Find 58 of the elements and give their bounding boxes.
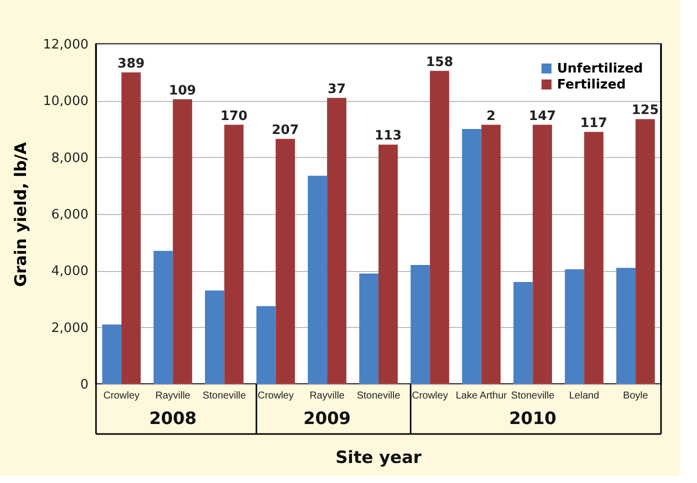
bar: [102, 324, 122, 384]
bar: [224, 124, 244, 384]
y-axis-title: Grain yield, lb/A: [11, 141, 30, 287]
x-axis-title: Site year: [335, 448, 422, 468]
bar: [636, 119, 655, 384]
bar: [481, 124, 501, 384]
text: 2010: [509, 409, 557, 429]
bar: [121, 72, 141, 384]
annotation: 147: [528, 108, 556, 124]
bar: [584, 132, 604, 384]
y-tick-label: 2,000: [51, 320, 88, 336]
bar: [616, 268, 636, 384]
x-tick-label: Rayville: [155, 390, 191, 402]
bar: [378, 144, 398, 384]
bar: [513, 282, 533, 384]
bar: [204, 290, 224, 384]
y-tick-label: 12,000: [43, 38, 88, 52]
bar: [154, 250, 173, 384]
text: 2008: [149, 409, 197, 429]
annotation: 125: [632, 103, 659, 118]
annotation: 207: [272, 122, 299, 138]
y-tick-label: 4,000: [51, 264, 88, 280]
annotation: 37: [328, 82, 346, 97]
x-tick-label: Boyle: [623, 390, 648, 402]
x-tick-label: Crowley: [258, 390, 294, 402]
x-tick-label: Stoneville: [356, 390, 401, 402]
y-tick-label: 8,000: [51, 150, 88, 166]
x-tick-label: Crowley: [103, 390, 140, 402]
annotation: 117: [580, 116, 608, 131]
x-tick-label: Stoneville: [202, 390, 246, 402]
annotation: 170: [220, 108, 248, 124]
annotation: 113: [374, 128, 402, 144]
text: 2009: [303, 409, 351, 429]
bar: [276, 138, 295, 384]
x-tick-label: Rayville: [310, 390, 346, 402]
bar: [308, 176, 328, 384]
legend-label: Fertilized: [557, 78, 626, 92]
x-tick-label: Crowley: [412, 390, 448, 402]
bar: [462, 129, 482, 384]
annotation: 158: [426, 54, 454, 70]
bar: [256, 306, 276, 384]
bar: [532, 124, 552, 384]
x-tick-label: Lake Arthur: [456, 390, 508, 402]
bar: [430, 70, 450, 384]
bar: [172, 99, 192, 384]
bar: [327, 98, 346, 384]
annotation: 2: [486, 108, 496, 124]
bar: [564, 269, 584, 384]
annotation: 109: [168, 83, 196, 98]
annotation: 389: [118, 56, 145, 72]
legend-label: Unfertilized: [557, 62, 643, 76]
bar: [359, 274, 378, 384]
x-tick-label: Leland: [569, 390, 600, 402]
y-tick-label: 6,000: [51, 208, 88, 222]
bar: [410, 265, 430, 384]
y-tick-label: 0: [80, 378, 88, 392]
x-tick-label: Stoneville: [511, 390, 555, 402]
y-tick-label: 10,000: [43, 94, 88, 110]
